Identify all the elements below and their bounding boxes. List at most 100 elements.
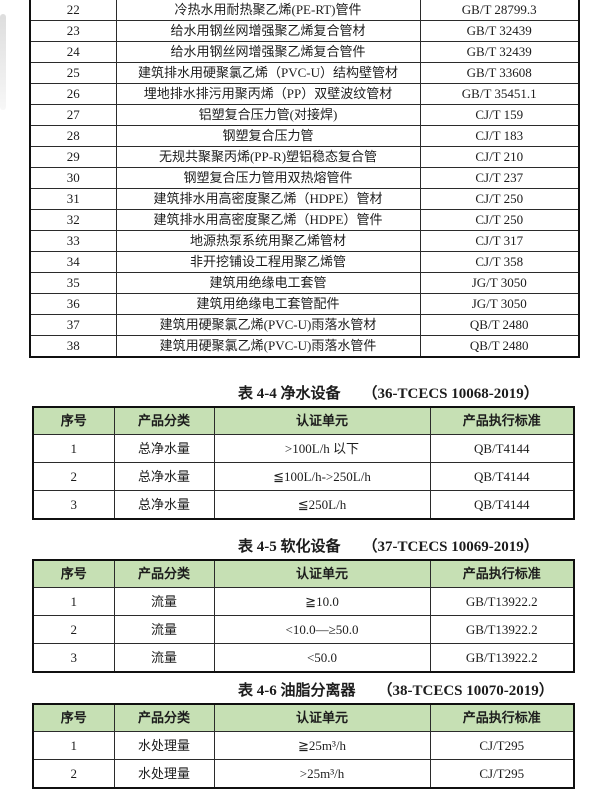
row-number-cell: 2 <box>32 615 115 644</box>
water-purifier-section: 表 4-4 净水设备 （36-TCECS 10068-2019） 序号 产品分类认… <box>32 384 575 520</box>
product-name-cell: 建筑用硬聚氯乙烯(PVC-U)雨落水管件 <box>115 335 421 358</box>
col-header-unit: 认证单元 <box>213 559 431 588</box>
row-number-cell: 24 <box>29 41 117 63</box>
product-category-cell: 水处理量 <box>113 759 215 789</box>
standard-code-cell: CJ/T 250 <box>419 188 580 210</box>
row-number-cell: 1 <box>32 731 115 760</box>
grease-separator-section: 表 4-6 油脂分离器 （38-TCECS 10070-2019） 序号 产品分类… <box>32 681 575 789</box>
product-name-cell: 冷热水用耐热聚乙烯(PE-RT)管件 <box>115 0 421 21</box>
table-row: 27 铝塑复合压力管(对接焊) CJ/T 159 <box>29 104 580 126</box>
row-number-cell: 30 <box>29 167 117 189</box>
table-row: 25 建筑排水用硬聚氯乙烯（PVC-U）结构壁管材 GB/T 33608 <box>29 62 580 84</box>
table-row: 3 总净水量 ≦250L/h QB/T4144 <box>32 490 575 520</box>
certification-unit-cell: <50.0 <box>213 643 431 673</box>
table-row: 1 水处理量 ≧25m³/h CJ/T295 <box>32 731 575 760</box>
table-4-6-title-code: （38-TCECS 10070-2019） <box>377 683 554 699</box>
product-name-cell: 钢塑复合压力管用双热熔管件 <box>115 167 421 189</box>
row-number-cell: 32 <box>29 209 117 231</box>
row-number-cell: 33 <box>29 230 117 252</box>
header-row: 序号 产品分类 认证单元 产品执行标准 <box>32 559 575 588</box>
standard-code-cell: CJ/T 317 <box>419 230 580 252</box>
product-category-cell: 总净水量 <box>113 434 215 463</box>
col-header-standard: 产品执行标准 <box>429 559 575 588</box>
row-number-cell: 3 <box>32 643 115 673</box>
table-row: 31 建筑排水用高密度聚乙烯（HDPE）管材 CJ/T 250 <box>29 188 580 210</box>
table-row: 33 地源热泵系统用聚乙烯管材 CJ/T 317 <box>29 230 580 252</box>
standard-code-cell: GB/T13922.2 <box>429 587 575 616</box>
table-row: 22 冷热水用耐热聚乙烯(PE-RT)管件 GB/T 28799.3 <box>29 0 580 21</box>
product-category-cell: 流量 <box>113 615 215 644</box>
standard-code-cell: GB/T 32439 <box>419 41 580 63</box>
col-header-category: 产品分类 <box>113 559 215 588</box>
certification-unit-cell: ≦250L/h <box>213 490 431 520</box>
col-header-category: 产品分类 <box>113 406 215 435</box>
standard-code-cell: QB/T4144 <box>429 490 575 520</box>
col-header-index: 序号 <box>32 559 115 588</box>
water-purifier-table: 序号 产品分类 认证单元 产品执行标准 1 总净水量 >100L/h 以下 QB/T4144… <box>32 406 575 520</box>
standard-code-cell: QB/T 2480 <box>419 314 580 336</box>
product-name-cell: 给水用钢丝网增强聚乙烯复合管材 <box>115 20 421 42</box>
standard-code-cell: JG/T 3050 <box>419 272 580 294</box>
row-number-cell: 38 <box>29 335 117 358</box>
certification-unit-cell: ≦100L/h->250L/h <box>213 462 431 491</box>
pipe-products-standards-table: 22 冷热水用耐热聚乙烯(PE-RT)管件 GB/T 28799.3 23 给水用钢丝网… <box>29 0 580 358</box>
product-name-cell: 建筑用绝缘电工套管 <box>115 272 421 294</box>
standard-code-cell: QB/T 2480 <box>419 335 580 358</box>
row-number-cell: 34 <box>29 251 117 273</box>
standard-code-cell: CJ/T 210 <box>419 146 580 168</box>
table-row: 2 水处理量 >25m³/h CJ/T295 <box>32 759 575 789</box>
water-purifier-table-body: 1 总净水量 >100L/h 以下 QB/T4144 2 总净水量 ≦100L/h->250… <box>32 434 575 520</box>
table-row: 30 钢塑复合压力管用双热熔管件 CJ/T 237 <box>29 167 580 189</box>
pipe-products-table-body: 22 冷热水用耐热聚乙烯(PE-RT)管件 GB/T 28799.3 23 给水用钢丝网… <box>29 0 580 358</box>
row-number-cell: 27 <box>29 104 117 126</box>
product-name-cell: 建筑用绝缘电工套管配件 <box>115 293 421 315</box>
standard-code-cell: CJ/T 250 <box>419 209 580 231</box>
header-row: 序号 产品分类 认证单元 产品执行标准 <box>32 703 575 732</box>
product-category-cell: 总净水量 <box>113 462 215 491</box>
standard-code-cell: CJ/T 159 <box>419 104 580 126</box>
table-row: 3 流量 <50.0 GB/T13922.2 <box>32 643 575 673</box>
standard-code-cell: GB/T 28799.3 <box>419 0 580 21</box>
product-name-cell: 建筑排水用高密度聚乙烯（HDPE）管件 <box>115 209 421 231</box>
col-header-unit: 认证单元 <box>213 703 431 732</box>
certification-unit-cell: >25m³/h <box>213 759 431 789</box>
row-number-cell: 36 <box>29 293 117 315</box>
scan-artifact <box>0 14 6 110</box>
table-row: 28 钢塑复合压力管 CJ/T 183 <box>29 125 580 147</box>
product-name-cell: 非开挖铺设工程用聚乙烯管 <box>115 251 421 273</box>
standard-code-cell: CJ/T 237 <box>419 167 580 189</box>
col-header-category: 产品分类 <box>113 703 215 732</box>
table-row: 38 建筑用硬聚氯乙烯(PVC-U)雨落水管件 QB/T 2480 <box>29 335 580 358</box>
table-4-4-title: 表 4-4 净水设备 （36-TCECS 10068-2019） <box>32 384 573 404</box>
water-purifier-table-head: 序号 产品分类 认证单元 产品执行标准 <box>32 406 575 435</box>
standard-code-cell: GB/T 33608 <box>419 62 580 84</box>
table-4-5-title: 表 4-5 软化设备 （37-TCECS 10069-2019） <box>32 537 573 557</box>
grease-separator-table-body: 1 水处理量 ≧25m³/h CJ/T295 2 水处理量 >25m³/h CJ/T295 <box>32 731 575 789</box>
water-softener-table-body: 1 流量 ≧10.0 GB/T13922.2 2 流量 <10.0—≥50.0 GB/T139… <box>32 587 575 673</box>
table-row: 2 流量 <10.0—≥50.0 GB/T13922.2 <box>32 615 575 644</box>
standard-code-cell: QB/T4144 <box>429 434 575 463</box>
row-number-cell: 2 <box>32 462 115 491</box>
product-category-cell: 流量 <box>113 643 215 673</box>
product-category-cell: 水处理量 <box>113 731 215 760</box>
standard-code-cell: CJ/T 183 <box>419 125 580 147</box>
row-number-cell: 26 <box>29 83 117 105</box>
table-row: 35 建筑用绝缘电工套管 JG/T 3050 <box>29 272 580 294</box>
product-name-cell: 建筑用硬聚氯乙烯(PVC-U)雨落水管材 <box>115 314 421 336</box>
table-row: 34 非开挖铺设工程用聚乙烯管 CJ/T 358 <box>29 251 580 273</box>
grease-separator-table: 序号 产品分类 认证单元 产品执行标准 1 水处理量 ≧25m³/h CJ/T295 2 水处理… <box>32 703 575 789</box>
certification-unit-cell: <10.0—≥50.0 <box>213 615 431 644</box>
standard-code-cell: GB/T 35451.1 <box>419 83 580 105</box>
water-softener-section: 表 4-5 软化设备 （37-TCECS 10069-2019） 序号 产品分类认… <box>32 537 575 673</box>
col-header-unit: 认证单元 <box>213 406 431 435</box>
table-row: 36 建筑用绝缘电工套管配件 JG/T 3050 <box>29 293 580 315</box>
water-softener-table-head: 序号 产品分类 认证单元 产品执行标准 <box>32 559 575 588</box>
row-number-cell: 23 <box>29 20 117 42</box>
grease-separator-table-head: 序号 产品分类 认证单元 产品执行标准 <box>32 703 575 732</box>
header-row: 序号 产品分类 认证单元 产品执行标准 <box>32 406 575 435</box>
certification-unit-cell: >100L/h 以下 <box>213 434 431 463</box>
table-row: 1 总净水量 >100L/h 以下 QB/T4144 <box>32 434 575 463</box>
certification-unit-cell: ≧25m³/h <box>213 731 431 760</box>
standard-code-cell: CJ/T295 <box>429 759 575 789</box>
